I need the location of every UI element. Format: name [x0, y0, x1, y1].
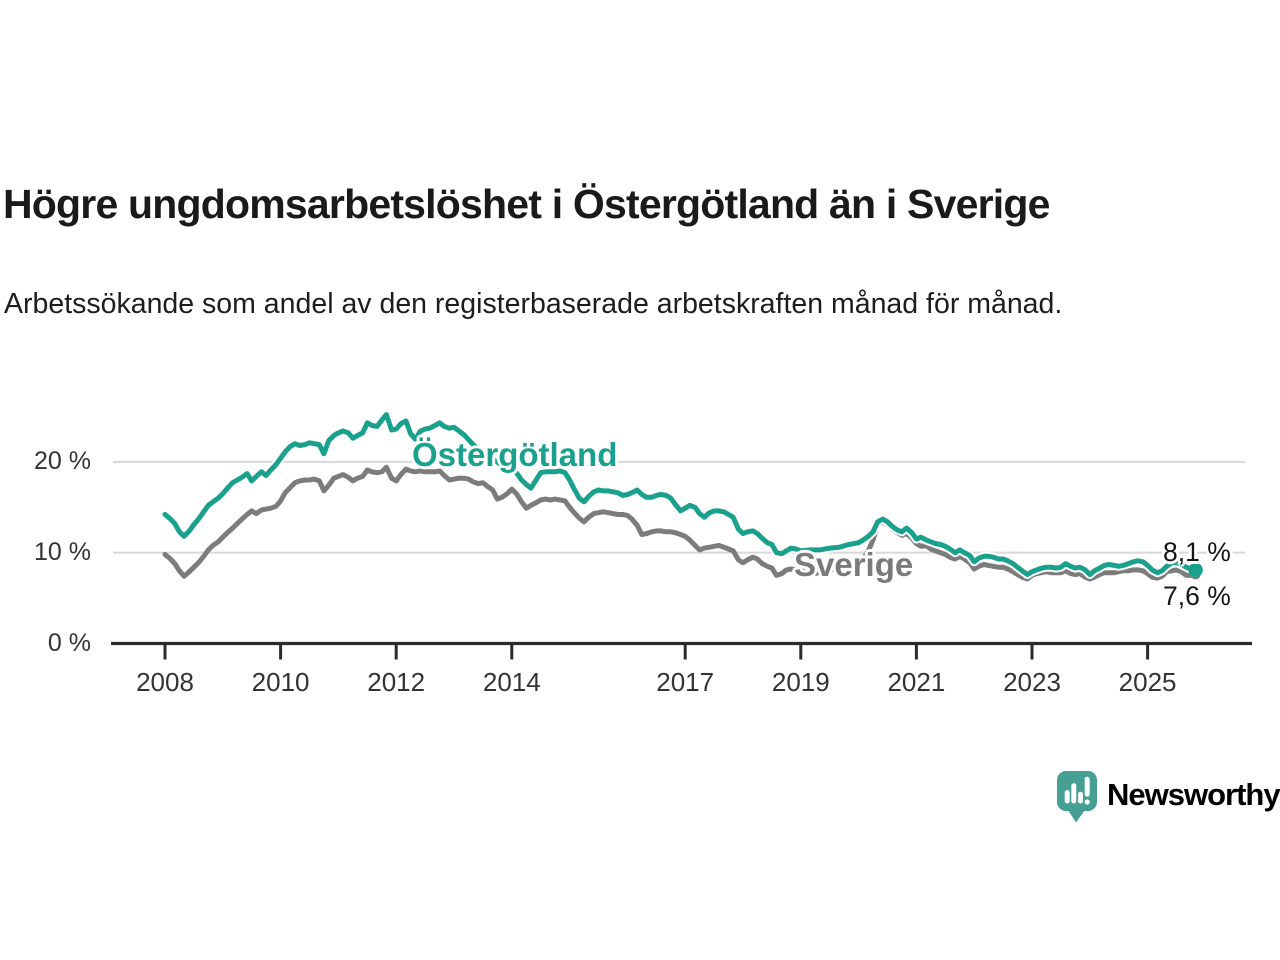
x-tick-label: 2010	[251, 667, 310, 697]
x-tick-label: 2014	[482, 667, 541, 697]
y-axis-label-10: 10 %	[34, 538, 91, 566]
end-value-label-sverige: 7,6 %	[1163, 581, 1231, 611]
x-tick-label: 2012	[367, 667, 426, 697]
page-title: Högre ungdomsarbetslöshet i Östergötland…	[3, 181, 1050, 228]
x-tick-label: 2021	[887, 667, 946, 697]
x-tick-label: 2023	[1003, 667, 1061, 697]
x-tick-label: 2017	[656, 667, 715, 697]
x-tick-label: 2008	[136, 667, 194, 697]
series-label-sverige: Sverige	[794, 546, 914, 583]
newsworthy-logo-text: Newsworthy	[1107, 777, 1280, 812]
series-label-ostergotland: Östergötland	[412, 436, 618, 473]
y-axis-label-0: 0 %	[47, 629, 91, 657]
x-tick-label: 2025	[1118, 667, 1177, 697]
x-tick-label: 2019	[771, 667, 830, 697]
newsworthy-logo-icon	[1057, 771, 1097, 823]
end-value-label-ostergotland: 8,1 %	[1163, 537, 1231, 567]
chart-subtitle: Arbetssökande som andel av den registerb…	[4, 287, 1063, 320]
y-axis-label-20: 20 %	[34, 447, 91, 475]
